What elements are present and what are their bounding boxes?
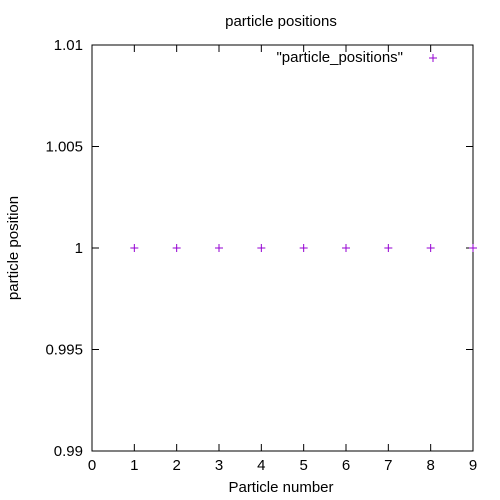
legend-label: "particle_positions" xyxy=(276,49,403,66)
data-point xyxy=(427,244,435,252)
y-tick-label: 0.99 xyxy=(54,443,83,460)
data-points xyxy=(130,244,477,252)
x-tick-label: 9 xyxy=(469,457,477,474)
data-point xyxy=(342,244,350,252)
x-tick-label: 4 xyxy=(257,457,265,474)
legend-marker-symbol xyxy=(429,54,437,62)
legend-marker xyxy=(429,54,437,62)
y-tick-label: 1.005 xyxy=(45,139,83,156)
x-tick-label: 7 xyxy=(384,457,392,474)
y-axis-label: particle position xyxy=(5,196,22,300)
x-axis: 0 1 2 3 4 5 6 7 8 9 xyxy=(88,45,477,474)
data-point xyxy=(215,244,223,252)
x-tick-label: 5 xyxy=(299,457,307,474)
data-point xyxy=(300,244,308,252)
data-point xyxy=(257,244,265,252)
y-tick-label: 0.995 xyxy=(45,342,83,359)
data-point xyxy=(384,244,392,252)
y-tick-label: 1.01 xyxy=(54,37,83,54)
x-tick-label: 0 xyxy=(88,457,96,474)
x-axis-label: Particle number xyxy=(228,479,333,496)
x-tick-label: 1 xyxy=(130,457,138,474)
x-tick-label: 3 xyxy=(215,457,223,474)
data-point xyxy=(469,244,477,252)
data-point xyxy=(130,244,138,252)
plot-frame xyxy=(92,45,473,451)
x-tick-label: 6 xyxy=(342,457,350,474)
x-tick-label: 2 xyxy=(172,457,180,474)
x-tick-label: 8 xyxy=(426,457,434,474)
legend: "particle_positions" xyxy=(276,49,437,66)
data-point xyxy=(173,244,181,252)
y-tick-label: 1 xyxy=(75,240,83,257)
chart-title: particle positions xyxy=(225,13,337,30)
